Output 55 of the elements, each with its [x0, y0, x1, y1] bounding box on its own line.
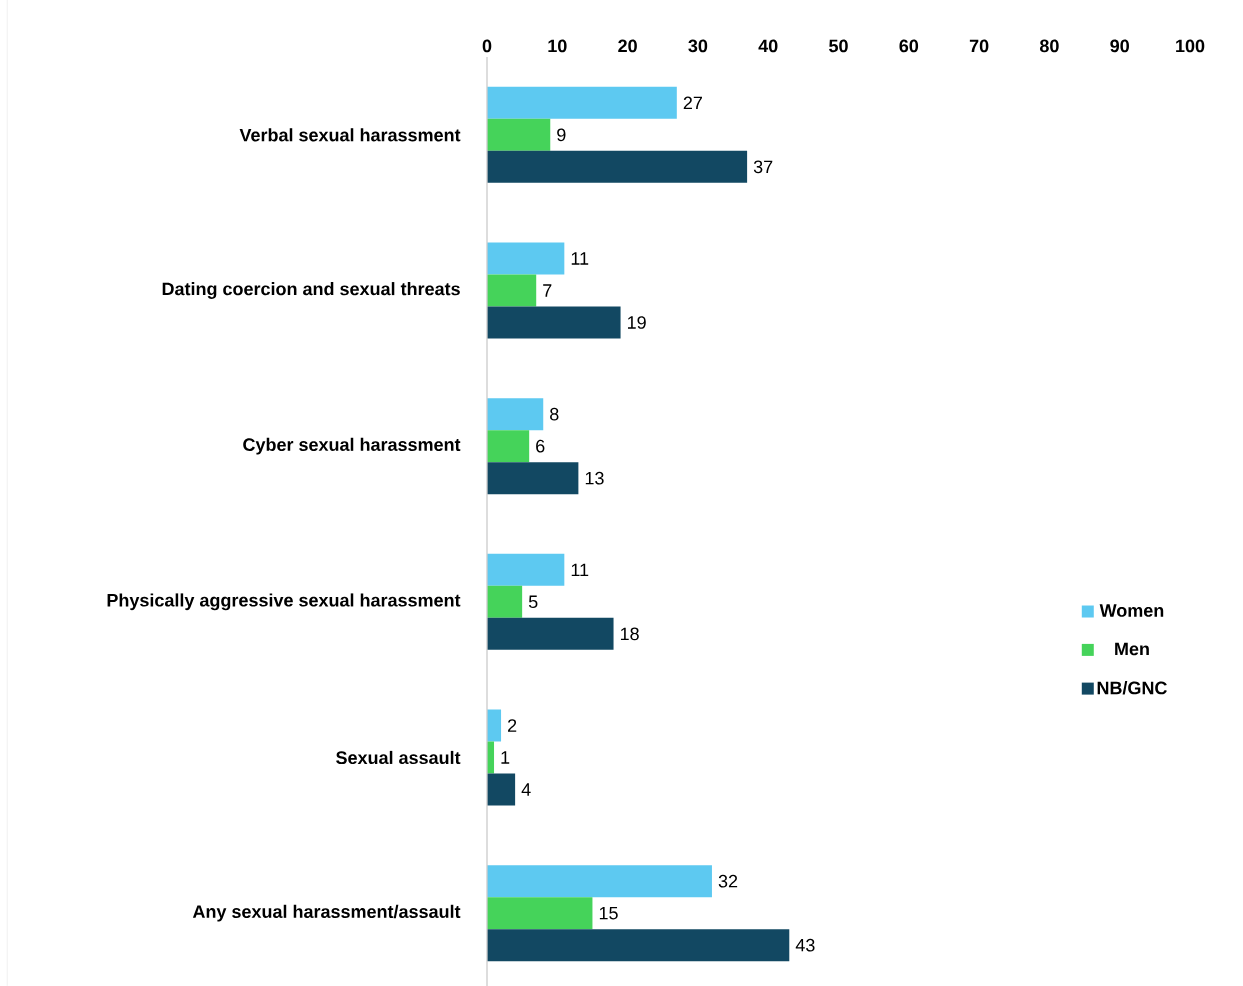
data-label: 6 — [536, 439, 545, 453]
y-tick-label: Cyber sexual harassment — [243, 437, 461, 455]
bar — [487, 150, 748, 183]
data-label: 8 — [550, 407, 559, 421]
data-label: 37 — [753, 160, 773, 174]
bar — [487, 398, 544, 431]
bar — [487, 617, 614, 650]
data-label: 4 — [521, 783, 531, 796]
x-tick-label: 20 — [618, 39, 637, 53]
bar — [487, 553, 565, 586]
bar — [487, 897, 593, 930]
data-label: 1 — [501, 751, 510, 764]
bar — [487, 929, 790, 962]
x-tick-label: 10 — [548, 39, 567, 53]
bar — [487, 274, 537, 307]
bar — [487, 585, 523, 618]
bar — [487, 773, 516, 806]
data-label: 32 — [718, 874, 738, 888]
x-tick-label: 50 — [829, 39, 848, 53]
x-tick-label: 60 — [899, 39, 919, 53]
y-tick-label: Any sexual harassment/assault — [192, 904, 461, 922]
y-tick-label: Physically aggressive sexual harassment — [107, 593, 461, 611]
data-label: 27 — [683, 96, 702, 110]
x-tick-label: 0 — [482, 39, 492, 53]
x-tick-label: 100 — [1176, 39, 1205, 53]
data-label: 19 — [627, 316, 646, 329]
bar — [487, 709, 502, 742]
y-tick-label: Sexual assault — [336, 750, 461, 765]
data-label: 43 — [795, 938, 815, 952]
legend-label: NB/GNC — [1097, 681, 1167, 695]
legend-label: Men — [1115, 642, 1149, 656]
y-tick-label: Dating coercion and sexual threats — [162, 282, 460, 299]
y-tick-label: Verbal sexual harassment — [239, 128, 461, 142]
data-label: 2 — [508, 719, 517, 732]
data-label: 9 — [557, 128, 566, 142]
data-label: 13 — [585, 471, 604, 485]
bar — [487, 306, 621, 339]
bar — [487, 118, 551, 151]
x-tick-label: 30 — [688, 39, 708, 53]
x-tick-label: 90 — [1110, 39, 1129, 53]
bar — [487, 86, 677, 119]
data-label: 15 — [599, 906, 618, 920]
data-label: 11 — [571, 563, 589, 577]
bar — [487, 242, 565, 275]
data-label: 11 — [571, 252, 589, 265]
legend-label: Women — [1099, 604, 1164, 617]
data-label: 5 — [528, 595, 538, 609]
x-tick-label: 80 — [1039, 39, 1059, 53]
data-label: 18 — [620, 627, 639, 641]
x-tick-label: 40 — [758, 39, 778, 53]
bar — [487, 865, 712, 898]
bar — [487, 430, 530, 463]
bar — [487, 462, 579, 495]
x-tick-label: 70 — [969, 39, 989, 53]
data-label: 7 — [543, 284, 552, 297]
